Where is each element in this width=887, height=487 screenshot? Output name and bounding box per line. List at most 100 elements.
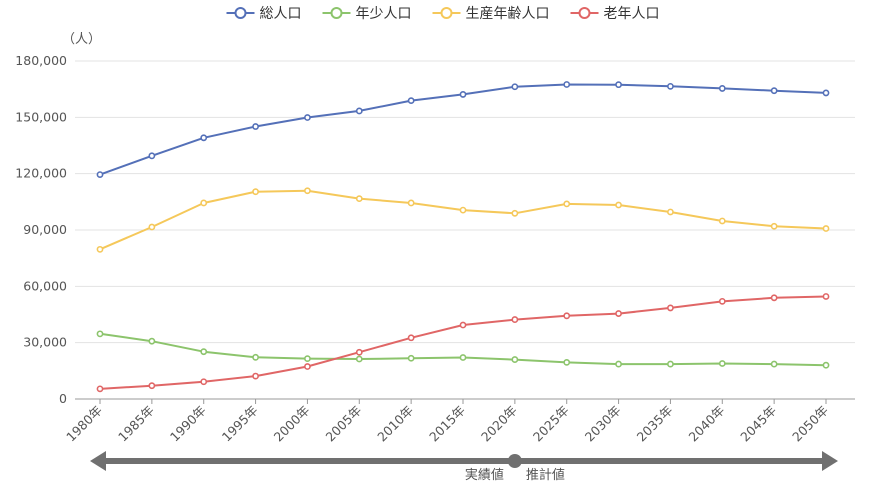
x-tick-label: 1980年	[63, 403, 105, 445]
series	[96, 81, 830, 393]
y-tick-label: 90,000	[23, 222, 67, 237]
data-point[interactable]	[563, 358, 571, 366]
y-tick-label: 150,000	[15, 109, 67, 124]
legend-label: 年少人口	[356, 6, 412, 22]
x-tick-label: 2025年	[530, 403, 572, 445]
data-point[interactable]	[563, 81, 571, 88]
data-point[interactable]	[200, 199, 208, 207]
legend-label: 老年人口	[604, 6, 660, 22]
x-tick-label: 2010年	[374, 403, 416, 445]
arrow-right-head	[822, 451, 838, 471]
x-tick-label: 2035年	[634, 403, 676, 445]
data-point[interactable]	[718, 297, 726, 305]
data-point[interactable]	[148, 337, 156, 345]
legend-swatch-marker	[234, 7, 247, 19]
x-tick-label: 1985年	[115, 403, 157, 445]
data-point[interactable]	[615, 81, 622, 89]
data-point[interactable]	[355, 355, 363, 363]
data-point[interactable]	[96, 385, 104, 393]
y-tick-label: 0	[59, 391, 67, 406]
y-axis: 0 30,000 60,000 90,000 120,000 150,000 180,000	[15, 53, 67, 406]
data-point[interactable]	[148, 382, 156, 390]
data-point[interactable]	[252, 188, 259, 196]
data-point[interactable]	[667, 82, 674, 90]
data-point[interactable]	[511, 83, 519, 91]
legend-swatch-marker	[330, 7, 343, 19]
data-point[interactable]	[304, 355, 311, 363]
data-point[interactable]	[822, 293, 830, 300]
data-point[interactable]	[511, 209, 519, 217]
data-point[interactable]	[459, 321, 467, 329]
data-point[interactable]	[96, 245, 104, 253]
data-point[interactable]	[407, 97, 415, 105]
data-point[interactable]	[822, 225, 830, 232]
data-point[interactable]	[822, 361, 830, 369]
data-point[interactable]	[822, 89, 830, 97]
data-point[interactable]	[200, 134, 208, 142]
series-group-item	[96, 81, 830, 179]
data-point[interactable]	[770, 87, 778, 95]
data-point[interactable]	[718, 85, 726, 92]
data-point[interactable]	[667, 304, 674, 312]
data-point[interactable]	[407, 354, 415, 362]
y-tick-label: 180,000	[15, 53, 67, 68]
x-tick-label: 2050年	[789, 403, 831, 445]
data-point[interactable]	[252, 353, 259, 361]
data-point[interactable]	[304, 187, 311, 195]
data-point[interactable]	[200, 348, 208, 356]
data-point[interactable]	[355, 348, 363, 356]
data-point[interactable]	[148, 152, 156, 160]
data-point[interactable]	[252, 123, 259, 130]
data-point[interactable]	[407, 334, 415, 342]
data-point[interactable]	[459, 354, 467, 361]
x-tick-label: 2030年	[582, 403, 624, 445]
data-point[interactable]	[615, 310, 622, 317]
legend-item[interactable]: 総人口	[226, 6, 302, 22]
x-tick-label: 2020年	[478, 403, 520, 445]
data-point[interactable]	[615, 360, 622, 368]
data-point[interactable]	[615, 201, 622, 209]
data-point[interactable]	[770, 360, 778, 368]
period-divider-dot	[507, 454, 522, 468]
data-point[interactable]	[563, 200, 571, 208]
legend-item[interactable]: 生産年齢人口	[432, 6, 550, 22]
data-point[interactable]	[355, 107, 363, 115]
data-point[interactable]	[563, 312, 571, 320]
data-point[interactable]	[667, 360, 674, 368]
x-tick-label: 2015年	[426, 403, 468, 445]
data-point[interactable]	[252, 372, 259, 380]
data-point[interactable]	[718, 217, 726, 225]
x-tick-label: 2000年	[271, 403, 313, 445]
data-point[interactable]	[770, 222, 778, 230]
data-point[interactable]	[96, 171, 104, 179]
projected-period-label: 推計値	[526, 467, 565, 483]
grid	[75, 60, 855, 400]
data-point[interactable]	[200, 378, 208, 386]
legend-item[interactable]: 年少人口	[322, 6, 412, 22]
data-point[interactable]	[459, 91, 467, 98]
data-point[interactable]	[304, 363, 311, 370]
x-tick-label: 2005年	[322, 403, 364, 445]
data-point[interactable]	[407, 199, 415, 207]
data-point[interactable]	[304, 114, 311, 121]
data-point[interactable]	[96, 330, 104, 338]
x-tick-label: 1995年	[219, 403, 261, 445]
data-point[interactable]	[148, 223, 156, 231]
actual-period-label: 実績値	[465, 467, 504, 483]
y-tick-label: 120,000	[15, 166, 67, 181]
x-tick-label: 1990年	[167, 403, 209, 445]
data-point[interactable]	[667, 208, 674, 216]
data-point[interactable]	[770, 294, 778, 302]
x-tick-label: 2040年	[685, 403, 727, 445]
series-group-item	[96, 330, 830, 369]
data-point[interactable]	[718, 360, 726, 367]
legend-item[interactable]: 老年人口	[570, 6, 660, 22]
data-point[interactable]	[459, 206, 467, 214]
data-point[interactable]	[511, 316, 519, 323]
y-axis-unit-label: （人）	[62, 32, 101, 47]
data-point[interactable]	[511, 356, 519, 363]
data-point[interactable]	[355, 195, 363, 203]
y-tick-label: 30,000	[23, 335, 67, 350]
